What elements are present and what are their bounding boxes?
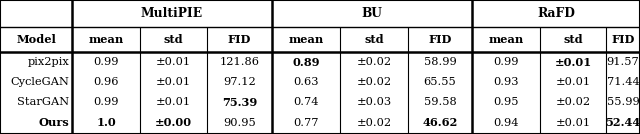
Text: ±0.01: ±0.01 [156, 77, 191, 87]
Text: MultiPIE: MultiPIE [141, 7, 203, 20]
Text: 52.44: 52.44 [605, 118, 640, 129]
Text: std: std [563, 34, 583, 45]
Text: RaFD: RaFD [537, 7, 575, 20]
Text: 75.39: 75.39 [222, 96, 257, 107]
Text: 0.99: 0.99 [493, 57, 519, 67]
Text: 0.77: 0.77 [293, 118, 319, 128]
Text: std: std [364, 34, 384, 45]
Text: ±0.02: ±0.02 [356, 118, 392, 128]
Text: 0.99: 0.99 [93, 97, 119, 107]
Text: pix2pix: pix2pix [28, 57, 69, 67]
Text: 1.0: 1.0 [96, 118, 116, 129]
Text: ±0.01: ±0.01 [156, 57, 191, 67]
Text: 0.93: 0.93 [493, 77, 519, 87]
Text: mean: mean [488, 34, 524, 45]
Text: Model: Model [16, 34, 56, 45]
Text: StarGAN: StarGAN [17, 97, 69, 107]
Text: ±0.02: ±0.02 [356, 77, 392, 87]
Text: ±0.02: ±0.02 [356, 57, 392, 67]
Text: ±0.00: ±0.00 [155, 118, 192, 129]
Text: BU: BU [362, 7, 383, 20]
Text: Ours: Ours [38, 118, 69, 129]
Text: 91.57: 91.57 [607, 57, 639, 67]
Text: 0.94: 0.94 [493, 118, 519, 128]
Text: 46.62: 46.62 [422, 118, 458, 129]
Text: ±0.01: ±0.01 [554, 57, 591, 68]
Text: 121.86: 121.86 [220, 57, 259, 67]
Text: 0.63: 0.63 [293, 77, 319, 87]
Text: FID: FID [228, 34, 251, 45]
Text: 97.12: 97.12 [223, 77, 256, 87]
Text: ±0.02: ±0.02 [556, 97, 591, 107]
Text: ±0.01: ±0.01 [556, 77, 591, 87]
Text: std: std [164, 34, 183, 45]
Text: CycleGAN: CycleGAN [10, 77, 69, 87]
Text: 90.95: 90.95 [223, 118, 256, 128]
Text: FID: FID [428, 34, 452, 45]
Text: 0.95: 0.95 [493, 97, 519, 107]
Text: 0.89: 0.89 [292, 57, 320, 68]
Text: ±0.03: ±0.03 [356, 97, 392, 107]
Text: 65.55: 65.55 [424, 77, 456, 87]
Text: FID: FID [611, 34, 635, 45]
Text: 59.58: 59.58 [424, 97, 456, 107]
Text: 0.96: 0.96 [93, 77, 119, 87]
Text: 71.44: 71.44 [607, 77, 639, 87]
Text: ±0.01: ±0.01 [556, 118, 591, 128]
Text: 55.99: 55.99 [607, 97, 639, 107]
Text: 0.74: 0.74 [293, 97, 319, 107]
Text: mean: mean [88, 34, 124, 45]
Text: ±0.01: ±0.01 [156, 97, 191, 107]
Text: mean: mean [289, 34, 324, 45]
Text: 0.99: 0.99 [93, 57, 119, 67]
Text: 58.99: 58.99 [424, 57, 456, 67]
